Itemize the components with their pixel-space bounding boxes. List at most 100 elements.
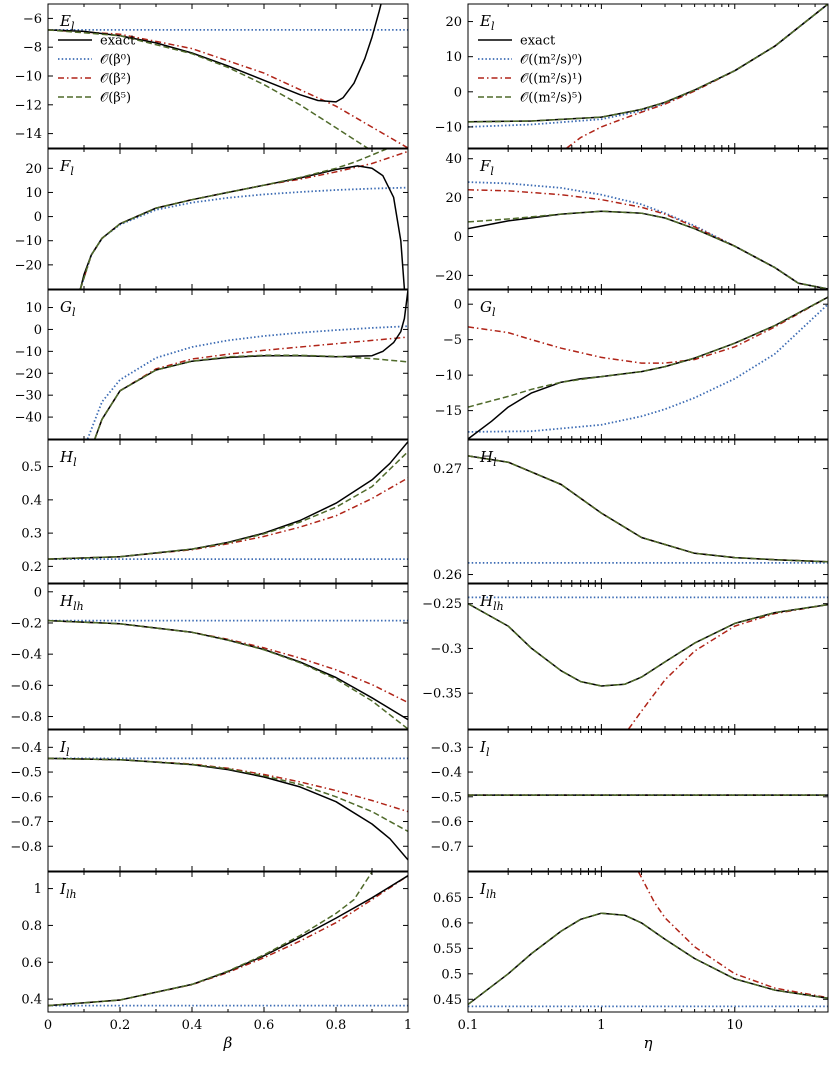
- panel-label-sub: l: [72, 306, 76, 319]
- panel-label-main: E: [479, 12, 491, 30]
- legend-label-order1: 𝒪((m²/s)¹): [520, 72, 582, 87]
- x-tick-label: 0.6: [254, 1018, 275, 1033]
- series-line-order2: [48, 875, 408, 1007]
- legend-label-order5: 𝒪(β⁵): [100, 91, 131, 106]
- x-tick-label: 1: [404, 1018, 412, 1033]
- panel-right-4: −0.35 −0.3 −0.25 Hlh: [422, 583, 829, 730]
- y-tick-label: 0.45: [433, 993, 462, 1008]
- y-tick-label: 0.4: [21, 993, 42, 1008]
- series-line-exact: [48, 875, 408, 1007]
- plot-frame: [47, 583, 409, 730]
- y-tick-label: −5: [443, 333, 462, 348]
- panel-label-sub: lh: [73, 600, 84, 613]
- y-tick-label: −10: [435, 120, 462, 135]
- series-group: [48, 4, 408, 148]
- y-tick-label: −0.3: [430, 741, 462, 756]
- series-group: [48, 619, 408, 729]
- panel-label-sub: l: [492, 306, 496, 319]
- panel-label-main: H: [479, 592, 494, 610]
- plot-frame: [467, 3, 829, 149]
- y-tick-label: −10: [15, 70, 42, 85]
- series-line-order5: [468, 210, 828, 289]
- y-tick-label: 10: [25, 186, 42, 201]
- panel-label: Gl: [480, 298, 496, 319]
- series-line-order1: [637, 872, 828, 999]
- series-line-exact: [48, 4, 382, 103]
- y-tick-label: 0.6: [21, 956, 42, 971]
- series-group: [86, 290, 408, 439]
- y-tick-label: −0.5: [430, 790, 462, 805]
- legend-label-order2: 𝒪(β²): [100, 72, 131, 87]
- panel-label-sub: l: [486, 746, 490, 759]
- panel-label: Hlh: [59, 592, 84, 613]
- y-tick-label: −0.8: [10, 840, 42, 855]
- panel-right-5: −0.7 −0.6 −0.5 −0.4 −0.3 Il: [430, 729, 829, 872]
- series-line-order5: [48, 619, 408, 729]
- x-tick-label: 10: [726, 1018, 743, 1033]
- panel-label-sub: l: [493, 456, 497, 469]
- y-tick-label: 0: [34, 323, 42, 338]
- y-tick-label: −20: [435, 269, 462, 284]
- series-line-order5: [468, 296, 828, 408]
- y-tick-label: 20: [25, 162, 42, 177]
- series-line-order1: [566, 4, 828, 148]
- series-line-order5: [48, 872, 373, 1007]
- x-tick-label: 1: [597, 1018, 605, 1033]
- y-tick-label: 1: [34, 882, 42, 897]
- y-tick-label: 0.5: [441, 967, 462, 982]
- panel-left-0: −14 −12 −10 −8 −6 El exact 𝒪(β⁰) 𝒪(β²) 𝒪(β⁵): [15, 3, 409, 149]
- series-line-order5: [468, 4, 828, 123]
- series-line-exact: [48, 757, 408, 861]
- x-tick-label: 0: [44, 1018, 52, 1033]
- panel-right-6: 0.45 0.5 0.55 0.6 0.65 0.1 1 10 η Ilh: [433, 871, 829, 1052]
- panel-label-main: H: [59, 448, 74, 466]
- y-tick-label: −30: [15, 389, 42, 404]
- y-tick-label: 40: [445, 152, 462, 167]
- legend-label-order0: 𝒪((m²/s)⁰): [520, 53, 582, 68]
- plot-frame: [47, 439, 409, 584]
- y-tick-label: −6: [23, 12, 42, 27]
- panel-right-3: 0.26 0.27 Hl: [433, 439, 829, 584]
- panel-label-main: E: [59, 12, 71, 30]
- series-line-order1: [468, 189, 828, 289]
- y-tick-label: 0: [454, 298, 462, 313]
- y-tick-label: 20: [445, 191, 462, 206]
- series-line-order0: [468, 181, 828, 289]
- series-group: [48, 441, 408, 560]
- series-line-exact: [468, 455, 828, 563]
- y-tick-label: −0.8: [10, 710, 42, 725]
- panel-right-2: −15 −10 −5 0 Gl: [435, 289, 829, 440]
- y-tick-label: −0.7: [10, 815, 42, 830]
- y-tick-label: 0: [454, 230, 462, 245]
- legend: exact 𝒪(β⁰) 𝒪(β²) 𝒪(β⁵): [58, 34, 136, 106]
- panel-label-sub: l: [71, 20, 75, 33]
- plot-frame: [467, 729, 829, 872]
- y-tick-label: 0.27: [433, 462, 462, 477]
- series-line-order5: [468, 603, 828, 687]
- y-tick-label: −14: [15, 127, 42, 142]
- plot-frame: [47, 289, 409, 440]
- panel-label-main: F: [479, 157, 491, 175]
- panel-label-main: F: [59, 157, 71, 175]
- series-line-exact: [79, 165, 406, 289]
- x-tick-label: 0.2: [110, 1018, 131, 1033]
- panel-label-main: I: [59, 880, 67, 898]
- series-group: [79, 149, 408, 289]
- plot-frame: [47, 871, 409, 1013]
- panel-label: El: [479, 12, 495, 33]
- plot-frame: [467, 583, 829, 730]
- x-tick-label: 0.8: [326, 1018, 347, 1033]
- series-line-order1: [627, 603, 828, 729]
- legend-label-exact: exact: [520, 34, 556, 49]
- series-line-order5: [48, 757, 408, 833]
- y-tick-label: 0.5: [21, 460, 42, 475]
- x-tick-label: 0.1: [458, 1018, 479, 1033]
- panel-label-main: H: [479, 448, 494, 466]
- y-tick-label: −10: [15, 345, 42, 360]
- panel-left-2: −40 −30 −20 −10 0 10 Gl: [15, 289, 409, 440]
- legend: exact 𝒪((m²/s)⁰) 𝒪((m²/s)¹) 𝒪((m²/s)⁵): [478, 34, 582, 106]
- y-tick-label: 0.4: [21, 493, 42, 508]
- y-tick-label: −40: [15, 411, 42, 426]
- series-line-order5: [79, 149, 387, 289]
